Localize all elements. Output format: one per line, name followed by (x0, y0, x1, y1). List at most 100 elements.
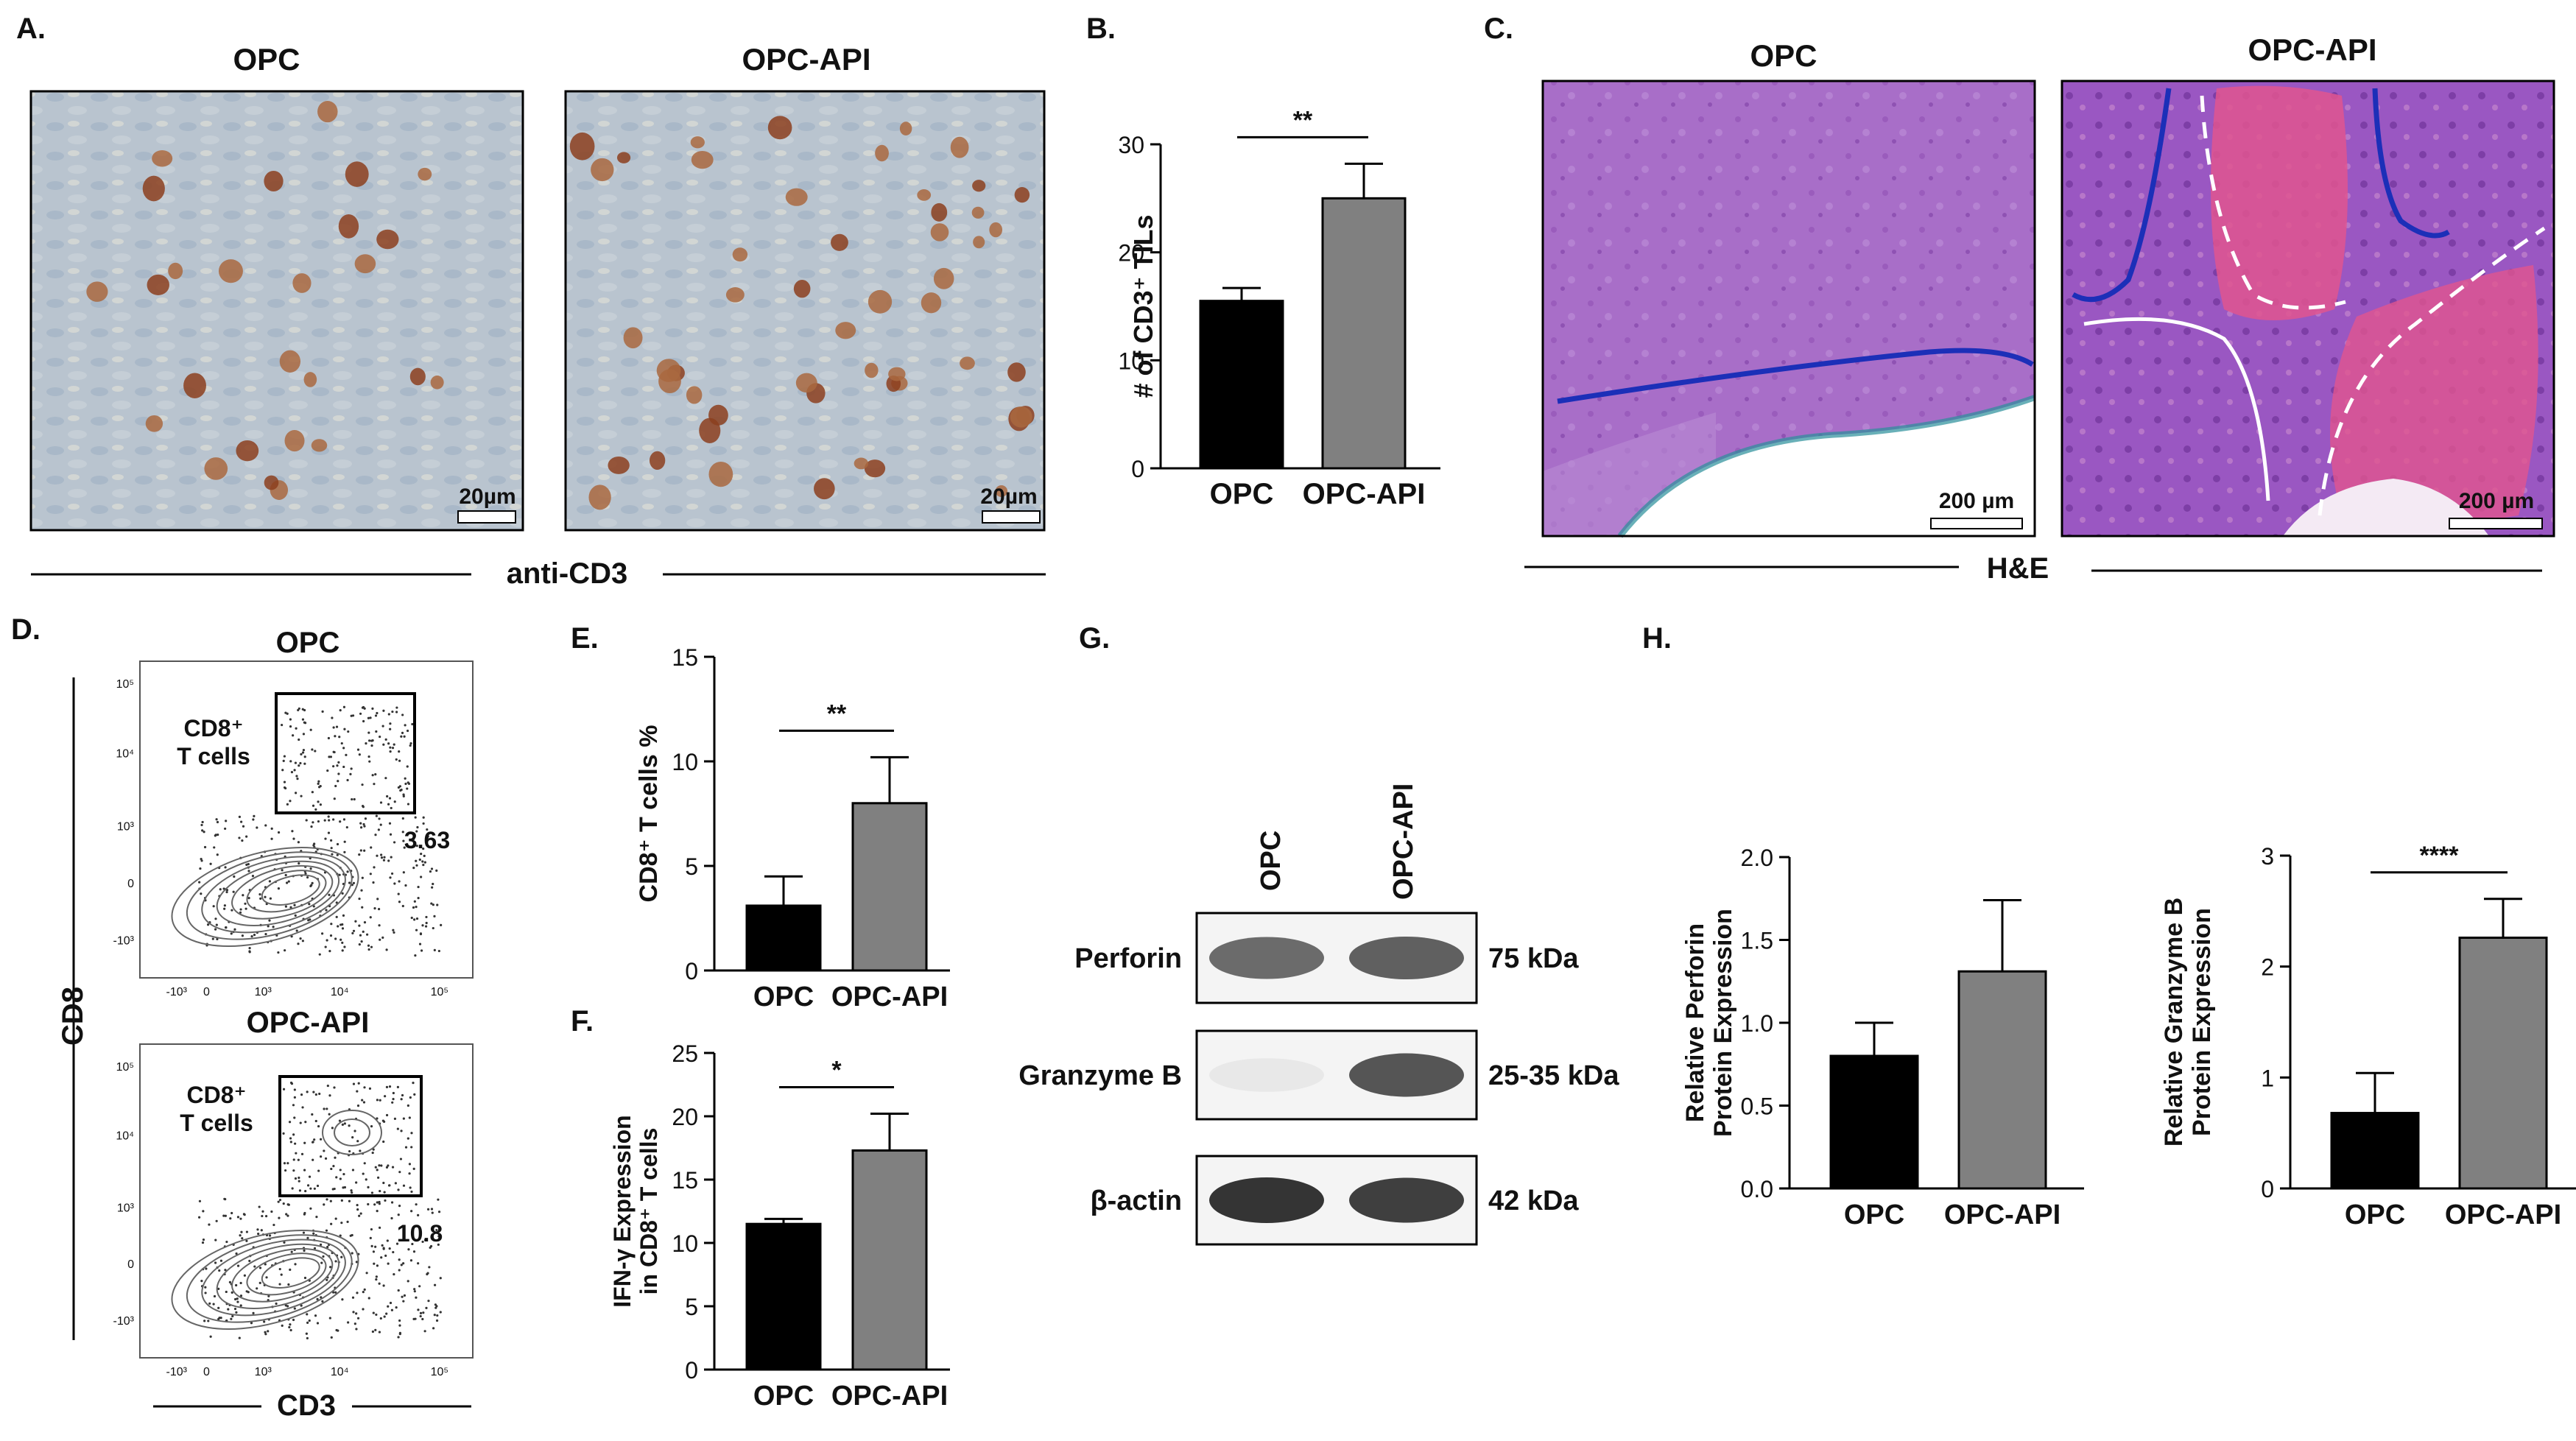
event-dot (277, 951, 280, 954)
significance-marker: ** (1293, 106, 1313, 134)
gated-event-dot (411, 722, 414, 726)
gated-event-dot (388, 797, 392, 800)
event-dot (373, 866, 376, 869)
gated-event-dot (286, 1162, 289, 1165)
event-dot (363, 1288, 366, 1291)
gated-event-dot (294, 1177, 298, 1180)
gated-event-dot (308, 1175, 312, 1178)
gated-event-dot (396, 1085, 400, 1088)
cd3-positive-cell (236, 440, 259, 462)
cd3-positive-cell (303, 372, 317, 387)
event-dot (402, 839, 405, 842)
cd3-positive-cell (86, 281, 108, 302)
event-dot (360, 940, 363, 943)
event-dot (393, 931, 395, 934)
gated-event-dot (342, 1186, 345, 1189)
event-dot (426, 828, 429, 831)
cd3-positive-cell (623, 327, 643, 349)
event-dot (239, 1234, 242, 1237)
y-tick-label: 0.0 (1741, 1176, 1773, 1202)
gated-event-dot (370, 744, 373, 747)
gated-event-dot (325, 1107, 328, 1110)
event-dot (335, 915, 338, 918)
cd3-positive-cell (1010, 406, 1032, 428)
event-dot (275, 1302, 278, 1306)
event-dot (243, 1274, 246, 1277)
panel-g: G. OPC OPC-API Perforin 75 kDa Granzyme B 2… (1018, 622, 1619, 1246)
density-contour (186, 851, 353, 940)
event-dot (431, 886, 434, 889)
event-dot (267, 925, 270, 928)
event-dot (265, 1276, 268, 1279)
event-dot (323, 819, 326, 822)
gated-event-dot (371, 1151, 374, 1155)
event-dot (202, 1239, 205, 1241)
y-axis-label: in CD8⁺ T cells (636, 1128, 662, 1295)
cd3-positive-cell (264, 170, 284, 192)
event-dot (341, 892, 344, 895)
event-dot (374, 834, 377, 836)
event-dot (217, 834, 219, 836)
event-dot (419, 1314, 422, 1318)
gated-event-dot (292, 1169, 295, 1172)
event-dot (379, 823, 382, 826)
cd3-positive-cell (147, 274, 169, 296)
gated-event-dot (288, 1121, 292, 1124)
event-dot (376, 1201, 379, 1204)
event-dot (432, 926, 434, 930)
event-dot (407, 1248, 410, 1251)
y-tick-label: 10 (672, 749, 698, 775)
gated-event-dot (356, 1140, 359, 1143)
event-dot (326, 1245, 329, 1249)
event-dot (351, 931, 354, 935)
y-axis-label: Protein Expression (2188, 908, 2216, 1136)
chart-f-ifng-expression: 0 5 10 15 20 25 IFN-γ Expression in CD8⁺ T cell… (609, 1040, 950, 1412)
gated-event-dot (313, 1138, 316, 1141)
event-dot (348, 1199, 351, 1202)
gated-event-dot (289, 1137, 292, 1140)
event-dot (201, 1241, 205, 1244)
gated-event-dot (410, 1132, 413, 1135)
gated-event-dot (342, 765, 345, 769)
event-dot (286, 1214, 289, 1217)
event-dot (412, 867, 415, 870)
event-dot (306, 1236, 309, 1239)
gated-event-dot (334, 1156, 337, 1159)
gated-event-dot (323, 1149, 325, 1152)
event-dot (372, 881, 375, 884)
event-dot (324, 837, 327, 840)
y-tick-label: 25 (672, 1040, 698, 1067)
bar-opc (745, 1222, 822, 1371)
event-dot (230, 1291, 233, 1294)
gated-event-dot (326, 1084, 329, 1088)
gated-event-dot (359, 1149, 362, 1152)
event-dot (433, 1314, 436, 1317)
event-dot (247, 897, 250, 900)
bar-opc-api (1321, 197, 1407, 470)
band-name: β-actin (1090, 1185, 1182, 1216)
gated-event-dot (391, 710, 394, 714)
gated-event-dot (293, 1088, 296, 1091)
y-axis-label: CD8⁺ T cells % (635, 725, 663, 903)
event-dot (268, 880, 271, 883)
event-dot (388, 1247, 391, 1250)
y-tick-label: 30 (1118, 132, 1144, 158)
y-tick-label: 5 (685, 853, 698, 880)
cd3-positive-cell (658, 369, 681, 394)
gated-event-dot (331, 716, 334, 719)
event-dot (208, 1223, 211, 1226)
event-dot (286, 1305, 289, 1308)
event-dot (395, 1306, 398, 1309)
event-dot (323, 1203, 325, 1206)
event-dot (410, 916, 413, 920)
event-dot (256, 1228, 259, 1231)
flow-y-tick: 10³ (117, 821, 135, 834)
gated-event-dot (304, 1121, 307, 1124)
event-dot (426, 845, 430, 848)
panel-a-right-title: OPC-API (742, 42, 870, 77)
gated-event-dot (334, 784, 337, 788)
y-axis-label: IFN-γ Expression (609, 1115, 636, 1307)
flow-x-tick: -10³ (166, 1366, 187, 1378)
event-dot (204, 1292, 207, 1294)
event-dot (206, 923, 210, 926)
